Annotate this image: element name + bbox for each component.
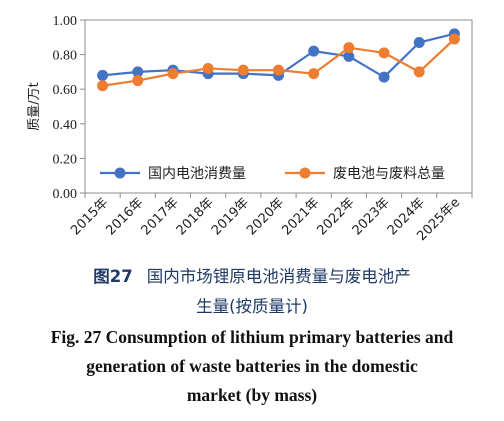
- series-2-point: [308, 68, 320, 80]
- caption-zh-line-1: 国内市场锂原电池消费量与废电池产: [146, 267, 411, 286]
- series-2-point: [202, 62, 214, 74]
- y-tick-label: 0.40: [53, 118, 78, 133]
- series-2-point: [343, 42, 355, 54]
- y-axis-label: 质量/万t: [27, 82, 42, 130]
- x-tick-label: 2017年: [139, 195, 182, 238]
- caption-zh-line-2: 生量(按质量计): [196, 297, 308, 316]
- caption-en-line-3: market (by mass): [186, 385, 318, 405]
- series-1-point: [378, 71, 390, 83]
- series-1-point: [343, 50, 355, 62]
- series-2-point: [132, 75, 144, 87]
- legend-label-2: 废电池与废料总量: [333, 166, 445, 182]
- series-1-point: [308, 45, 320, 57]
- y-tick-label: 0.00: [53, 187, 78, 202]
- caption-en-line-1: Fig. 27 Consumption of lithium primary b…: [50, 327, 454, 347]
- x-tick-label: 2018年: [174, 195, 217, 238]
- legend-marker-1: [114, 167, 126, 179]
- x-tick-label: 2016年: [103, 195, 146, 238]
- y-tick-label: 0.80: [53, 49, 78, 64]
- x-tick-label: 2020年: [244, 195, 287, 238]
- chinese-caption: 图27 国内市场锂原电池消费量与废电池产 生量(按质量计): [0, 262, 504, 322]
- series-2-point: [97, 80, 109, 92]
- series-1-point: [97, 69, 109, 81]
- x-tick-label: 2023年: [350, 195, 393, 238]
- plot-frame: [84, 19, 473, 194]
- english-caption: Fig. 27 Consumption of lithium primary b…: [0, 323, 504, 410]
- y-tick-label: 0.20: [53, 152, 78, 167]
- plot-area: 0.000.200.400.600.801.002015年2016年2017年2…: [27, 14, 473, 244]
- x-tick-label: 2019年: [209, 195, 252, 238]
- y-tick-label: 1.00: [53, 14, 78, 29]
- legend-marker-2: [299, 167, 311, 179]
- series-2-point: [413, 66, 425, 78]
- caption-en-line-2: generation of waste batteries in the dom…: [86, 356, 418, 376]
- legend-label-1: 国内电池消费量: [148, 166, 246, 182]
- x-tick-label: 2021年: [279, 195, 322, 238]
- series-2-point: [378, 47, 390, 59]
- series-2-point: [273, 64, 284, 76]
- series-2-point: [448, 33, 460, 45]
- series-2-point: [167, 68, 179, 80]
- series-1-point: [413, 36, 425, 48]
- series-1-point: [132, 66, 144, 78]
- line-chart: 0.000.200.400.600.801.002015年2016年2017年2…: [27, 14, 473, 244]
- y-tick-label: 0.60: [53, 83, 78, 98]
- figure-number-zh: 图27: [93, 267, 133, 286]
- x-tick-label: 2022年: [314, 195, 357, 238]
- series-2-point: [237, 64, 249, 76]
